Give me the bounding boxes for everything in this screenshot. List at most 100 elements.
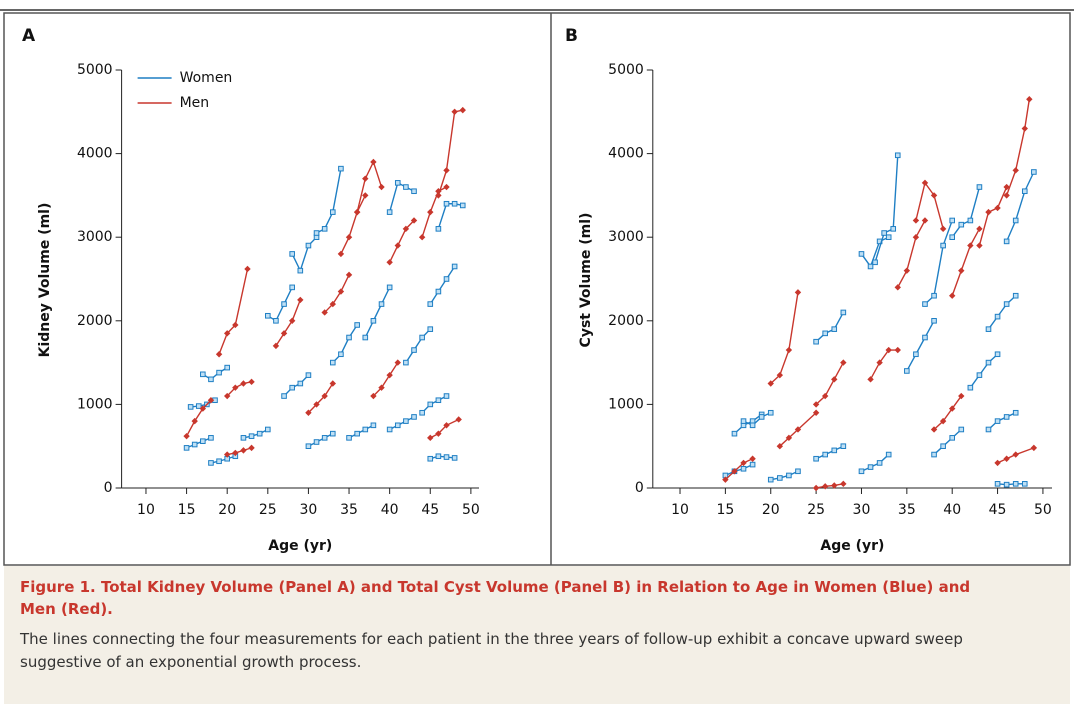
point	[1030, 444, 1038, 452]
point	[881, 230, 887, 236]
point	[459, 202, 466, 209]
point	[216, 458, 222, 465]
patient-line	[861, 454, 890, 472]
patient-line	[267, 287, 293, 322]
point	[224, 364, 230, 371]
point	[821, 483, 829, 490]
point	[305, 372, 312, 378]
point	[200, 438, 206, 444]
point	[949, 435, 956, 441]
patient-line	[316, 168, 342, 234]
patient-line	[307, 383, 334, 414]
patient-line	[275, 299, 301, 347]
patient-line	[430, 455, 455, 460]
panel-label: B	[565, 26, 578, 46]
point	[867, 263, 874, 270]
x-axis-label: Age (yr)	[820, 538, 884, 554]
point	[443, 422, 450, 429]
point	[890, 226, 897, 232]
patient-line	[779, 412, 817, 447]
point	[354, 322, 360, 328]
point	[949, 292, 956, 299]
point	[305, 409, 312, 416]
patient-line	[291, 236, 318, 273]
caption-text: The lines connecting the four measuremen…	[20, 630, 963, 671]
point	[418, 234, 426, 241]
point	[362, 192, 369, 199]
point	[785, 346, 793, 354]
point	[313, 230, 320, 236]
point	[338, 351, 344, 358]
point	[337, 250, 345, 258]
patient-line	[933, 395, 962, 430]
point	[240, 380, 247, 387]
patient-line	[185, 399, 212, 437]
point	[813, 338, 819, 345]
point	[248, 378, 255, 386]
point	[403, 359, 409, 366]
point	[313, 439, 320, 445]
point	[976, 184, 983, 190]
x-tick-label: 45	[421, 502, 439, 518]
point	[289, 284, 295, 291]
point	[994, 351, 1001, 358]
point	[985, 426, 992, 433]
point	[776, 443, 784, 450]
point	[1012, 409, 1019, 416]
patient-line	[770, 470, 799, 481]
point	[362, 334, 369, 341]
point	[232, 449, 239, 457]
patient-line	[437, 109, 463, 196]
point	[1003, 414, 1010, 420]
point	[427, 434, 434, 442]
point	[994, 459, 1001, 467]
point	[921, 179, 929, 187]
point	[435, 288, 442, 295]
point	[370, 318, 377, 324]
point	[1003, 238, 1010, 245]
point	[912, 217, 920, 224]
point	[958, 392, 965, 400]
legend-label: Men	[180, 95, 210, 111]
point	[1012, 292, 1019, 299]
point	[885, 451, 892, 458]
point	[451, 200, 458, 207]
patient-line	[210, 455, 236, 464]
point	[288, 317, 296, 324]
patient-line	[405, 328, 431, 363]
patient-line	[1005, 171, 1035, 242]
point	[378, 384, 385, 391]
y-tick-label: 5000	[77, 62, 113, 78]
point	[740, 418, 747, 424]
point	[985, 326, 992, 332]
point	[777, 475, 783, 481]
point	[903, 267, 911, 274]
point	[305, 443, 312, 449]
patient-line	[978, 186, 1008, 246]
patient-line	[869, 349, 898, 380]
point	[958, 267, 965, 274]
point	[931, 318, 937, 324]
point	[427, 326, 434, 332]
point	[912, 234, 920, 241]
point	[232, 321, 239, 329]
patient-line	[997, 447, 1035, 464]
point	[958, 426, 965, 433]
y-tick-label: 4000	[608, 146, 644, 162]
point	[931, 451, 937, 458]
point	[939, 417, 947, 425]
point	[435, 453, 442, 460]
point	[976, 372, 983, 378]
point	[321, 435, 328, 441]
point	[858, 251, 865, 257]
y-tick-label: 0	[104, 480, 113, 496]
point	[370, 392, 377, 400]
patient-line	[364, 287, 391, 338]
y-tick-label: 3000	[77, 229, 113, 245]
point	[831, 326, 838, 332]
patient-line	[421, 186, 447, 238]
panel-frame	[3, 12, 1071, 566]
point	[443, 454, 450, 460]
x-tick-label: 40	[381, 502, 399, 518]
point	[894, 284, 901, 291]
